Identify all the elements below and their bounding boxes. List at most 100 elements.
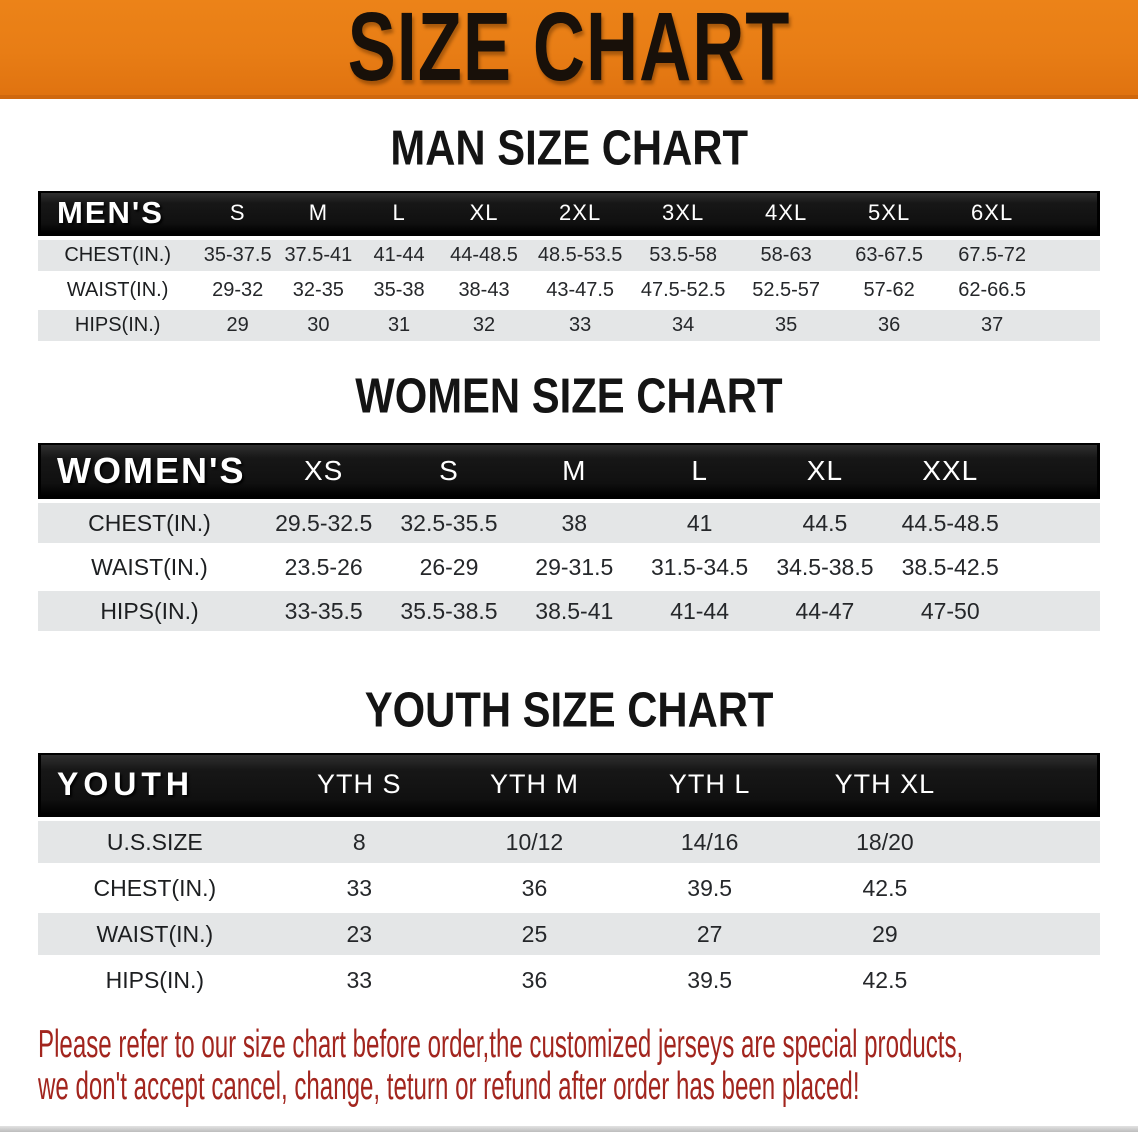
size-value: 18/20 [797,821,973,863]
row-label: WAIST(IN.) [38,913,272,955]
size-column-header: S [386,443,512,499]
size-column-header: XS [261,443,387,499]
disclaimer-line-1: Please refer to our size chart before or… [38,1021,964,1066]
size-value: 36 [446,959,623,1001]
measurement-row: U.S.SIZE 8 10/12 14/16 18/20 [38,821,1100,863]
size-value: 23 [271,913,447,955]
size-value: 41 [636,503,763,543]
measurement-row: WAIST(IN.) 29-32 32-35 35-38 38-43 43-47.5 47.… [38,275,1100,306]
size-value: 37 [940,310,1044,341]
size-column-header: 2XL [528,191,632,236]
size-column-header: 3XL [631,191,735,236]
size-column-header: XL [439,191,529,236]
size-value: 42.5 [797,959,973,1001]
size-value: 31.5-34.5 [636,547,763,587]
row-label: WAIST(IN.) [38,275,198,306]
row-spacer [1012,547,1100,587]
youth-section-heading: YOUTH SIZE CHART [364,683,774,738]
disclaimer: Please refer to our size chart before or… [0,1022,1138,1108]
table-header-row: MEN'S S M L XL 2XL 3XL 4XL 5XL 6XL [38,191,1100,236]
size-value: 48.5-53.5 [528,240,632,271]
size-column-header: XXL [887,443,1013,499]
women-section-heading: WOMEN SIZE CHART [355,369,783,424]
header-spacer [1012,443,1100,499]
men-section-heading: MAN SIZE CHART [390,121,748,176]
size-column-header: S [197,191,279,236]
disclaimer-line-2: we don't accept cancel, change, teturn o… [38,1063,860,1108]
size-value: 30 [278,310,359,341]
table-corner-label: WOMEN'S [38,443,262,499]
size-value: 10/12 [446,821,623,863]
size-value: 58-63 [734,240,838,271]
size-column-header: YTH L [622,753,798,817]
size-value: 62-66.5 [940,275,1044,306]
header-spacer [1043,191,1100,236]
size-value: 41-44 [358,240,440,271]
women-size-table: WOMEN'S XS S M L XL XXL CHEST(IN.) 29.5-32.5 32.5… [38,439,1100,635]
size-value: 34 [631,310,735,341]
row-spacer [1043,310,1100,341]
size-value: 32 [439,310,529,341]
men-size-table: MEN'S S M L XL 2XL 3XL 4XL 5XL 6XL CHEST(IN.) 35-37… [38,187,1100,345]
size-column-header: M [511,443,637,499]
size-value: 26-29 [386,547,512,587]
measurement-row: CHEST(IN.) 33 36 39.5 42.5 [38,867,1100,909]
row-spacer [972,913,1100,955]
measurement-row: HIPS(IN.) 29 30 31 32 33 34 35 36 37 [38,310,1100,341]
size-column-header: YTH S [271,753,447,817]
size-column-header: YTH M [446,753,623,817]
measurement-row: WAIST(IN.) 23 25 27 29 [38,913,1100,955]
row-spacer [1043,240,1100,271]
men-heading-wrap: MAN SIZE CHART [0,121,1138,176]
size-value: 29.5-32.5 [261,503,387,543]
bottom-edge-strip [0,1126,1138,1132]
size-value: 37.5-41 [278,240,359,271]
size-value: 57-62 [837,275,941,306]
size-value: 39.5 [622,959,798,1001]
size-value: 47.5-52.5 [631,275,735,306]
youth-size-table: YOUTH YTH S YTH M YTH L YTH XL U.S.SIZE 8 10/12… [38,749,1100,1005]
size-column-header: L [358,191,440,236]
size-value: 33-35.5 [261,591,387,631]
size-value: 44-48.5 [439,240,529,271]
row-label: HIPS(IN.) [38,591,262,631]
measurement-row: CHEST(IN.) 29.5-32.5 32.5-35.5 38 41 44.5 44.5… [38,503,1100,543]
header-spacer [972,753,1100,817]
size-column-header: L [636,443,763,499]
size-value: 43-47.5 [528,275,632,306]
size-value: 47-50 [887,591,1013,631]
size-value: 35.5-38.5 [386,591,512,631]
size-value: 36 [837,310,941,341]
size-value: 44.5-48.5 [887,503,1013,543]
size-value: 34.5-38.5 [762,547,888,587]
row-label: CHEST(IN.) [38,503,262,543]
size-column-header: M [278,191,359,236]
size-value: 35-38 [358,275,440,306]
women-size-section: WOMEN SIZE CHART WOMEN'S XS S M L XL XXL CHEST(… [0,369,1138,635]
size-value: 38-43 [439,275,529,306]
measurement-row: CHEST(IN.) 35-37.5 37.5-41 41-44 44-48.5 48.5… [38,240,1100,271]
row-label: WAIST(IN.) [38,547,262,587]
women-heading-wrap: WOMEN SIZE CHART [0,369,1138,424]
size-value: 35-37.5 [197,240,279,271]
size-value: 14/16 [622,821,798,863]
row-spacer [972,867,1100,909]
size-value: 67.5-72 [940,240,1044,271]
size-value: 35 [734,310,838,341]
size-value: 36 [446,867,623,909]
size-value: 25 [446,913,623,955]
row-spacer [972,821,1100,863]
table-header-row: WOMEN'S XS S M L XL XXL [38,443,1100,499]
size-value: 53.5-58 [631,240,735,271]
size-value: 32-35 [278,275,359,306]
size-value: 29-31.5 [511,547,637,587]
size-value: 31 [358,310,440,341]
size-value: 33 [271,867,447,909]
table-header-row: YOUTH YTH S YTH M YTH L YTH XL [38,753,1100,817]
size-value: 39.5 [622,867,798,909]
youth-heading-wrap: YOUTH SIZE CHART [0,683,1138,738]
row-label: HIPS(IN.) [38,959,272,1001]
size-value: 23.5-26 [261,547,387,587]
measurement-row: WAIST(IN.) 23.5-26 26-29 29-31.5 31.5-34.5 34… [38,547,1100,587]
